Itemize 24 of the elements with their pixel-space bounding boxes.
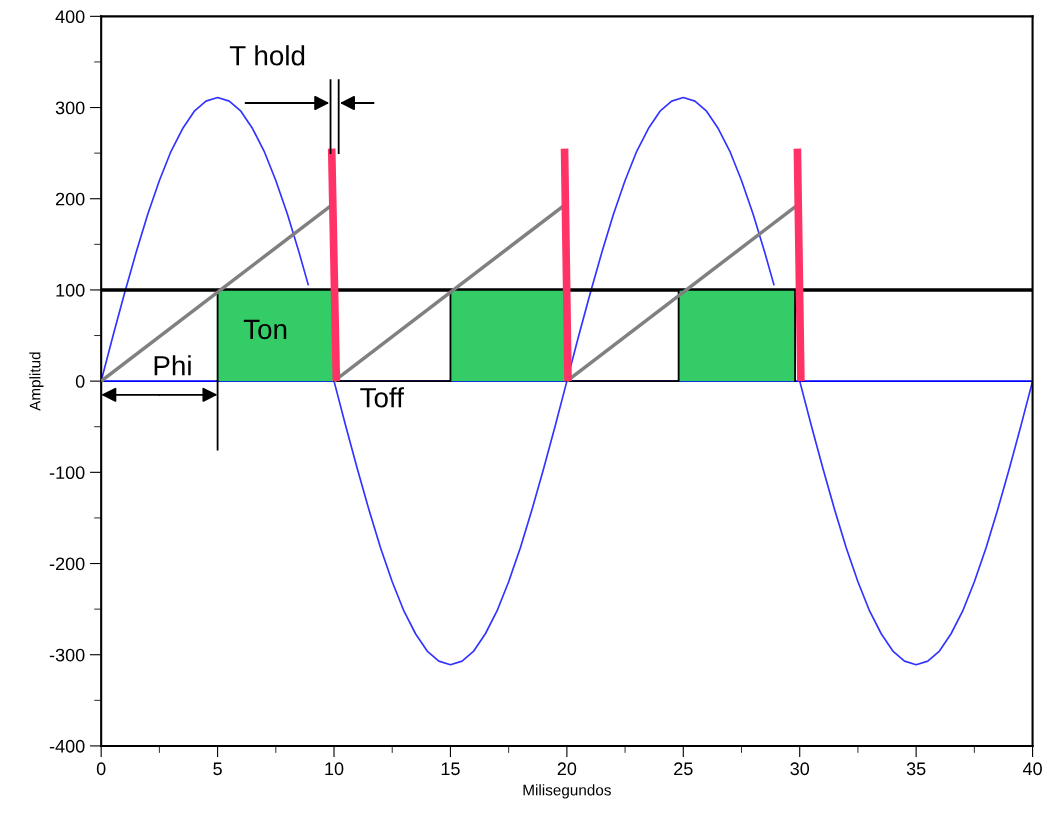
x-tick-label: 5 [213,762,222,776]
x-tick-label: 10 [325,762,344,776]
x-axis-title: Milisegundos [523,784,611,799]
x-tick-label: 35 [906,762,926,776]
x-tick-label: 20 [557,762,577,776]
y-tick-label: 300 [55,101,85,115]
annotation: Phi [154,355,191,376]
x-tick-label: 15 [441,762,460,776]
x-tick-label: 40 [1022,762,1042,776]
annotation: Ton [243,319,287,340]
y-tick-label: 0 [75,375,85,388]
y-tick-label: -200 [49,557,85,571]
y-axis-title: Amplitud [29,352,44,411]
annotation: Toff [360,387,404,408]
y-tick-label: -100 [49,466,85,480]
y-tick-label: -300 [49,648,85,662]
y-tick-label: -400 [49,739,85,753]
x-tick-label: 25 [674,762,693,776]
x-tick-label: 30 [790,762,810,776]
y-tick-label: 100 [56,283,85,297]
x-tick-label: 0 [96,762,106,776]
y-tick-label: 400 [55,10,85,24]
y-tick-label: 200 [55,192,85,206]
annotation: T hold [229,45,305,66]
